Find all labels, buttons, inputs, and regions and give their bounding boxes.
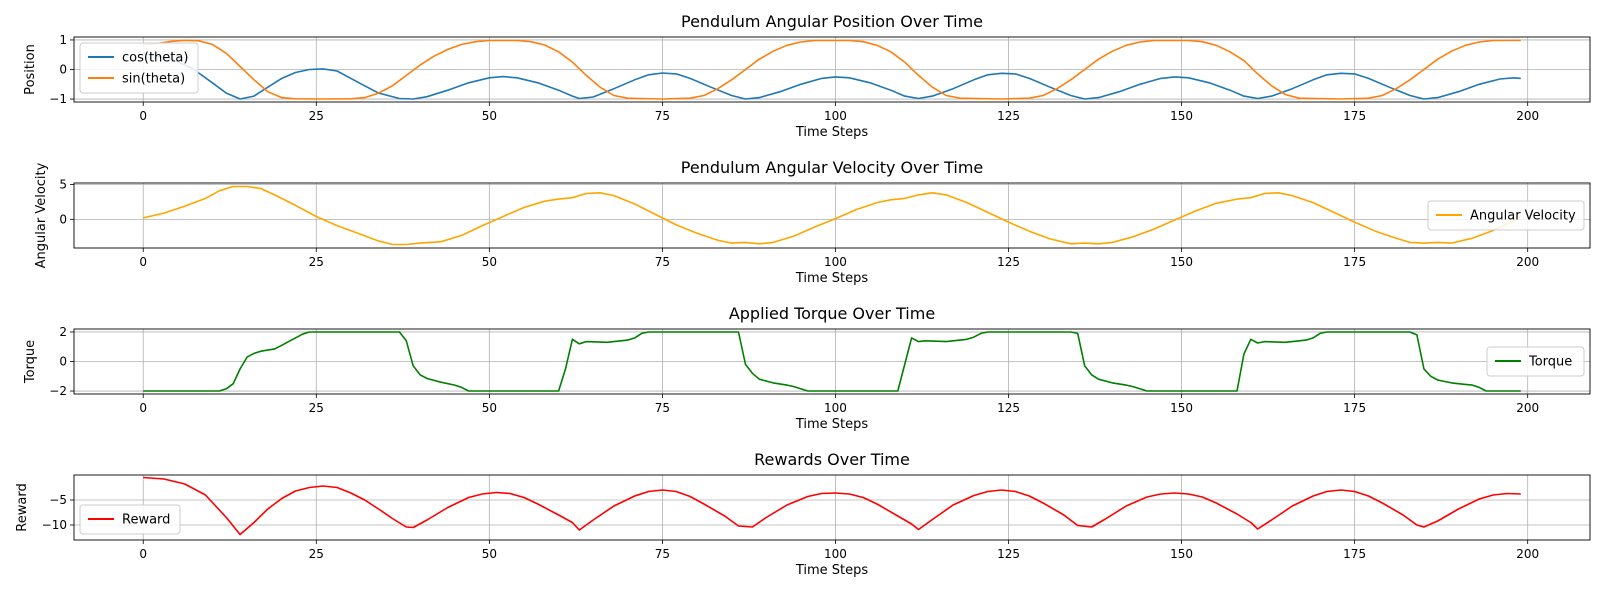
x-tick-label: 125 bbox=[997, 109, 1020, 123]
y-tick-label: 2 bbox=[59, 325, 67, 339]
x-tick-label: 100 bbox=[824, 401, 847, 415]
x-axis-label: Time Steps bbox=[795, 563, 869, 578]
x-tick-label: 175 bbox=[1343, 547, 1366, 561]
legend: Reward bbox=[79, 504, 181, 535]
x-tick-label: 0 bbox=[139, 109, 147, 123]
legend-label: Torque bbox=[1528, 355, 1572, 370]
x-tick-label: 125 bbox=[997, 547, 1020, 561]
x-tick-label: 75 bbox=[655, 109, 670, 123]
x-tick-label: 25 bbox=[309, 547, 324, 561]
y-axis-label: Position bbox=[23, 44, 38, 95]
y-tick-label: 0 bbox=[59, 63, 67, 77]
series-line-cos-theta- bbox=[143, 52, 1521, 100]
y-axis-label: Reward bbox=[15, 483, 30, 531]
x-tick-label: 100 bbox=[824, 255, 847, 269]
legend-box bbox=[1427, 200, 1585, 231]
chart-panel-1: Pendulum Angular Position Over Time 0 25 50… bbox=[23, 12, 1591, 140]
series-line-angular-velocity bbox=[143, 185, 1522, 246]
chart-title: Pendulum Angular Velocity Over Time bbox=[681, 158, 984, 177]
chart-title: Applied Torque Over Time bbox=[729, 304, 935, 323]
x-tick-label: 50 bbox=[482, 547, 497, 561]
x-tick-label: 125 bbox=[997, 401, 1020, 415]
y-tick-label: −10 bbox=[42, 518, 67, 532]
series-line-reward bbox=[143, 476, 1521, 536]
x-tick-label: 100 bbox=[824, 109, 847, 123]
x-tick-label: 75 bbox=[655, 255, 670, 269]
legend: Torque bbox=[1486, 346, 1585, 377]
legend-box bbox=[79, 42, 199, 94]
x-tick-label: 100 bbox=[824, 547, 847, 561]
legend-label: sin(theta) bbox=[122, 72, 185, 87]
y-axis-label: Angular Velocity bbox=[34, 162, 49, 268]
y-axis-label: Torque bbox=[23, 340, 38, 384]
series-line-torque bbox=[143, 331, 1521, 392]
legend-box bbox=[1486, 346, 1585, 377]
chart-panel-3: Applied Torque Over Time 0 25 50 75 100 125 150… bbox=[23, 304, 1591, 432]
legend-label: cos(theta) bbox=[122, 51, 188, 66]
y-tick-label: 0 bbox=[59, 355, 67, 369]
x-tick-label: 200 bbox=[1516, 547, 1539, 561]
plot-frame bbox=[73, 36, 1591, 103]
legend-label: Angular Velocity bbox=[1470, 209, 1576, 224]
x-axis-label: Time Steps bbox=[795, 417, 869, 432]
x-tick-label: 175 bbox=[1343, 255, 1366, 269]
x-tick-label: 200 bbox=[1516, 255, 1539, 269]
x-tick-label: 50 bbox=[482, 109, 497, 123]
x-tick-label: 200 bbox=[1516, 401, 1539, 415]
x-tick-label: 200 bbox=[1516, 109, 1539, 123]
x-tick-label: 175 bbox=[1343, 109, 1366, 123]
x-tick-label: 150 bbox=[1170, 401, 1193, 415]
legend: cos(theta) sin(theta) bbox=[79, 42, 199, 94]
x-tick-label: 0 bbox=[139, 547, 147, 561]
plot-frame bbox=[73, 182, 1591, 249]
x-axis-label: Time Steps bbox=[795, 271, 869, 286]
legend-label: Reward bbox=[122, 513, 170, 528]
y-tick-label: 1 bbox=[59, 33, 67, 47]
x-tick-label: 150 bbox=[1170, 255, 1193, 269]
x-tick-label: 75 bbox=[655, 401, 670, 415]
x-tick-label: 25 bbox=[309, 109, 324, 123]
y-tick-label: −1 bbox=[49, 92, 67, 106]
legend-box bbox=[79, 504, 181, 535]
plot-frame bbox=[73, 328, 1591, 395]
chart-title: Pendulum Angular Position Over Time bbox=[681, 12, 983, 31]
x-tick-label: 0 bbox=[139, 401, 147, 415]
x-tick-label: 25 bbox=[309, 401, 324, 415]
y-tick-label: 0 bbox=[59, 212, 67, 226]
legend: Angular Velocity bbox=[1427, 200, 1585, 231]
series-line-sin-theta- bbox=[143, 39, 1521, 100]
x-axis-label: Time Steps bbox=[795, 125, 869, 140]
x-tick-label: 175 bbox=[1343, 401, 1366, 415]
x-tick-label: 125 bbox=[997, 255, 1020, 269]
y-tick-label: −2 bbox=[49, 384, 67, 398]
y-tick-label: 5 bbox=[59, 177, 67, 191]
plot-frame bbox=[73, 474, 1591, 541]
x-tick-label: 50 bbox=[482, 401, 497, 415]
x-tick-label: 0 bbox=[139, 255, 147, 269]
x-tick-label: 150 bbox=[1170, 109, 1193, 123]
chart-title: Rewards Over Time bbox=[754, 450, 910, 469]
x-tick-label: 25 bbox=[309, 255, 324, 269]
x-tick-label: 75 bbox=[655, 547, 670, 561]
x-tick-label: 150 bbox=[1170, 547, 1193, 561]
x-tick-label: 50 bbox=[482, 255, 497, 269]
chart-panel-4: Rewards Over Time 0 25 50 75 100 125 150 175 200 −… bbox=[15, 450, 1591, 578]
y-tick-label: −5 bbox=[49, 493, 67, 507]
